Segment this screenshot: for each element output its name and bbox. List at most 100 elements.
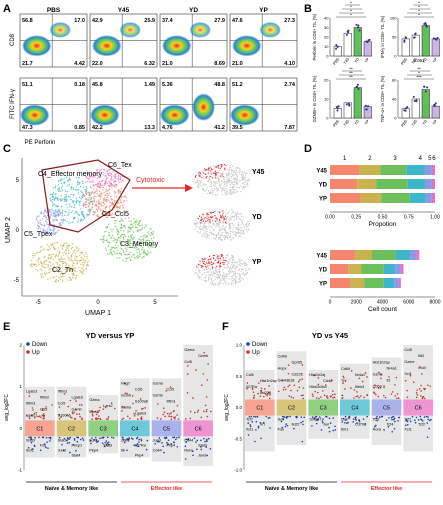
umap-cell — [104, 231, 106, 233]
umap-cell — [106, 241, 109, 243]
umap-cell — [75, 177, 77, 179]
umap-cell — [229, 267, 231, 269]
umap-cell — [214, 170, 216, 173]
umap-cell — [203, 229, 205, 232]
deg-down-point — [29, 436, 32, 439]
umap-cell — [236, 235, 238, 237]
deg-down-point — [30, 441, 33, 444]
bar-plot-y-tick: 0 — [394, 116, 397, 121]
umap-cell — [234, 269, 237, 271]
deg-down-point — [287, 415, 289, 418]
umap-cell — [110, 173, 113, 175]
up-gene-label: Gzmb — [72, 408, 82, 412]
deg-up-point — [361, 380, 364, 383]
umap-cell — [38, 225, 40, 228]
umap-cell — [95, 208, 98, 210]
umap-cell — [224, 180, 226, 183]
umap-cell — [219, 265, 222, 267]
deg-down-point — [247, 434, 250, 436]
umap-cell — [106, 190, 109, 192]
deg-down-point — [200, 439, 202, 442]
cluster-band-label: C5 — [383, 406, 390, 412]
umap-cell — [245, 263, 247, 266]
down-gene-label: Smad7 — [309, 418, 321, 422]
umap-cell — [235, 232, 238, 234]
deg-up-point — [378, 371, 380, 374]
umap-cell — [195, 222, 197, 224]
umap-cell — [60, 223, 62, 225]
deg-down-point — [200, 446, 202, 448]
umap-cell — [204, 258, 206, 260]
umap-cell — [129, 258, 132, 261]
umap-cell — [233, 218, 235, 220]
deg-y-tick: -1 — [18, 468, 22, 473]
umap-cell — [219, 221, 221, 224]
umap-cell — [74, 212, 76, 215]
umap-cell — [61, 178, 63, 180]
deg-up-background — [25, 386, 55, 421]
umap-cell — [70, 193, 72, 196]
umap-cell — [207, 265, 209, 267]
umap-cell — [102, 241, 105, 244]
umap-cell — [111, 212, 113, 215]
umap-cell — [97, 206, 99, 208]
umap-cell — [108, 244, 110, 246]
stacked-segment — [431, 165, 435, 175]
up-gene-label: Il2 — [387, 379, 391, 383]
significance-ns: 0.061 — [413, 58, 425, 63]
bar — [343, 102, 352, 119]
bar-plot-x-tick: YP — [432, 119, 438, 126]
umap-cell — [40, 249, 42, 252]
umap-cell — [110, 178, 112, 181]
umap-cell — [211, 168, 213, 171]
umap-cell — [199, 171, 201, 173]
umap-cell — [228, 218, 230, 220]
umap-cell — [218, 271, 220, 273]
umap-cell — [236, 217, 238, 219]
deg-up-point — [192, 397, 194, 399]
umap-cell — [57, 250, 59, 252]
cluster-band — [340, 399, 370, 416]
deg-down-point — [106, 442, 109, 444]
deg-up-point — [317, 383, 320, 386]
up-gene-label: Gzme — [373, 373, 383, 377]
umap-cell — [211, 232, 213, 234]
umap-cell — [232, 193, 234, 195]
umap-cell — [231, 281, 233, 284]
bar-plot-y-tick: 10 — [324, 44, 329, 49]
umap-cell — [107, 184, 110, 186]
significance-mark: * — [350, 9, 352, 14]
deg-up-point — [205, 410, 208, 413]
umap-cell — [72, 261, 74, 264]
deg-up-point — [342, 382, 344, 385]
umap-cell — [53, 203, 56, 206]
condition-umap: YP — [194, 253, 262, 287]
umap-cell — [49, 261, 52, 264]
umap-cell — [195, 264, 198, 267]
umap-cell — [105, 170, 108, 172]
umap-cell — [217, 285, 220, 287]
umap-cell — [135, 242, 138, 244]
deg-down-point — [348, 415, 351, 418]
umap-cell — [221, 275, 223, 277]
umap-cell — [57, 205, 59, 208]
umap-cell — [99, 203, 101, 205]
umap-cell — [60, 182, 63, 185]
data-point — [432, 37, 435, 40]
umap-cell — [244, 181, 246, 183]
umap-cell — [238, 268, 241, 270]
up-gene-label: Cd69 — [341, 367, 350, 371]
umap-cell — [226, 222, 228, 224]
umap-cell — [114, 174, 116, 177]
down-gene-label: Zeb1 — [121, 438, 130, 442]
umap-cell — [99, 176, 102, 178]
umap-cell — [229, 237, 231, 239]
umap-cell — [226, 217, 228, 219]
umap-cell — [75, 198, 78, 200]
deg-up-point — [333, 396, 336, 399]
umap-cell — [80, 200, 82, 202]
umap-cell — [216, 189, 218, 192]
stacked-segment — [350, 278, 365, 288]
quadrant-value: 42.9 — [92, 18, 103, 24]
deg-down-point — [107, 441, 110, 444]
